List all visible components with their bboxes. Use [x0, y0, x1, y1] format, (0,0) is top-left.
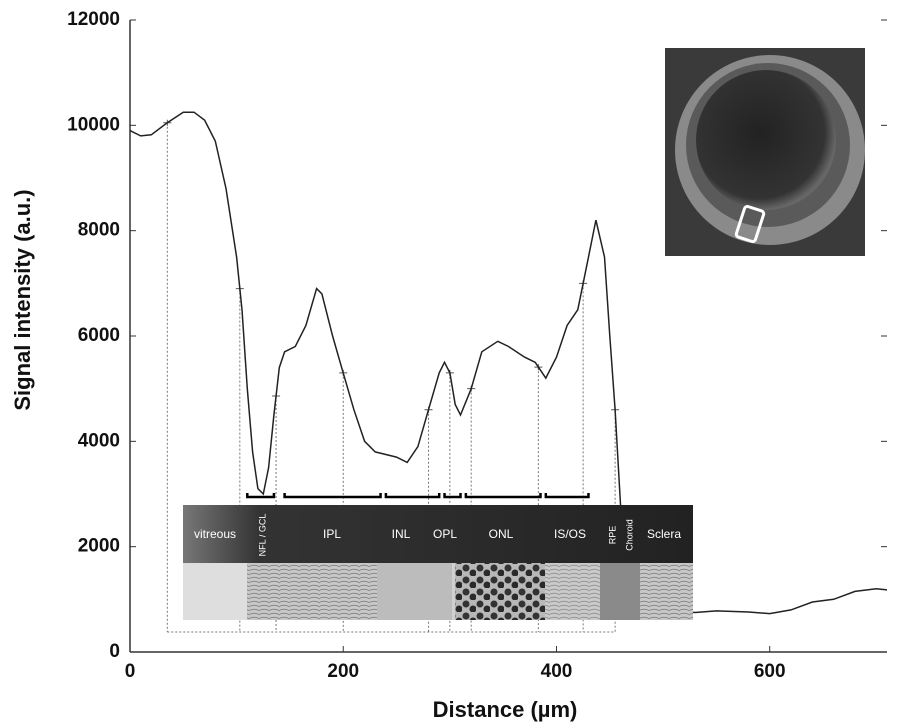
histology-strip: vitreous NFL / GCL IPL INL OPL ONL IS/OS RPE Cho… — [183, 505, 693, 620]
y-tick-label: 6000 — [78, 325, 120, 346]
bracket — [443, 493, 462, 499]
x-tick-label: 200 — [327, 661, 359, 682]
bracket — [544, 493, 590, 499]
x-tick-label: 600 — [754, 661, 786, 682]
bracket — [464, 493, 542, 499]
y-tick-label: 4000 — [78, 430, 120, 451]
y-tick-label: 2000 — [78, 536, 120, 557]
x-tick-label: 400 — [541, 661, 573, 682]
y-tick-label: 12000 — [67, 9, 120, 30]
layer-label: INL — [392, 527, 411, 541]
eye-inset — [665, 48, 865, 256]
bracket — [283, 493, 382, 499]
strip-vitreous — [183, 563, 247, 620]
strip-band — [183, 505, 693, 563]
x-axis-title: Distance (µm) — [433, 697, 578, 722]
y-axis-title: Signal intensity (a.u.) — [10, 189, 35, 410]
layer-label: ONL — [489, 527, 514, 541]
strip-inl — [377, 563, 452, 620]
y-tick-label: 10000 — [67, 114, 120, 135]
strip-onl — [455, 563, 545, 620]
layer-label: IPL — [323, 527, 341, 541]
strip-rpe — [600, 563, 640, 620]
layer-label: OPL — [433, 527, 457, 541]
eye-lens — [696, 70, 836, 210]
y-tick-label: 8000 — [78, 220, 120, 241]
strip-isos — [545, 563, 600, 620]
strip-sclera — [640, 563, 693, 620]
x-tick-label: 0 — [125, 661, 136, 682]
layer-label: IS/OS — [554, 527, 586, 541]
strip-ipl — [247, 563, 377, 620]
layer-label: NFL / GCL — [257, 514, 267, 557]
y-tick-label: 0 — [109, 641, 120, 662]
bracket — [384, 493, 441, 499]
bracket — [246, 493, 276, 499]
layer-label: Sclera — [647, 527, 681, 541]
roi-box — [734, 204, 766, 244]
layer-label: Choroid — [624, 519, 634, 551]
layer-label: vitreous — [194, 527, 236, 541]
layer-label: RPE — [607, 526, 617, 545]
